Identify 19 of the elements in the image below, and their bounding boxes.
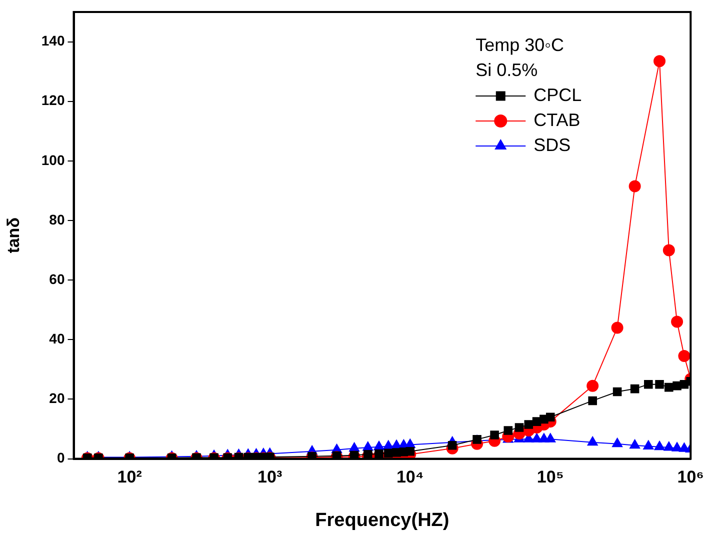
legend-label: SDS	[534, 134, 571, 155]
y-tick-label: 80	[49, 211, 65, 228]
legend-label: CTAB	[534, 110, 580, 130]
y-tick-label: 120	[41, 92, 65, 108]
legend-title: Temp 30◦C Si 0.5%	[476, 34, 564, 80]
y-tick-label: 40	[49, 330, 65, 347]
x-tick-label: 10²	[117, 468, 142, 487]
y-tick-label: 20	[49, 390, 65, 406]
y-tick-label: 140	[41, 32, 65, 49]
y-tick-label: 100	[41, 152, 65, 168]
legend-label: CPCL	[534, 84, 582, 105]
x-tick-label: 10⁵	[536, 468, 564, 487]
x-tick-label: 10⁶	[677, 468, 704, 487]
y-tick-label: 0	[56, 450, 65, 466]
x-tick-label: 10⁴	[396, 468, 424, 487]
y-axis-title: tanδ	[4, 217, 23, 254]
y-tick-label: 60	[49, 270, 65, 287]
x-axis-title: Frequency(HZ)	[315, 510, 450, 531]
x-tick-label: 10³	[258, 468, 282, 487]
